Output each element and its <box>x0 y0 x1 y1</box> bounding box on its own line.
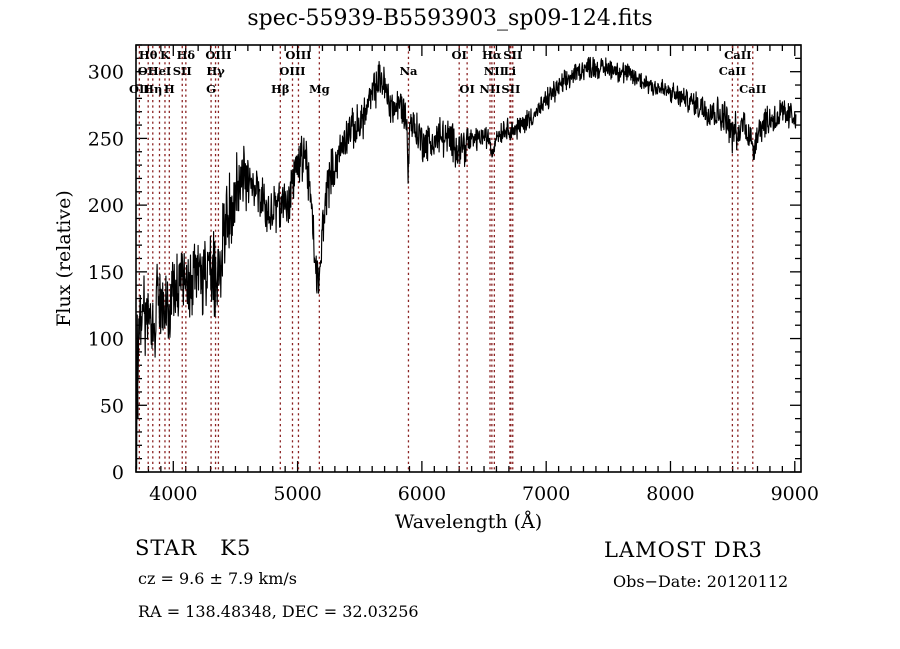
x-axis-label: Wavelength (Å) <box>395 511 542 533</box>
line-label: OIII <box>285 48 311 62</box>
line-label: Hθ <box>139 48 158 62</box>
line-label: CaII <box>719 64 746 78</box>
line-label: Hδ <box>177 48 196 62</box>
line-label: SII <box>173 64 192 78</box>
radial-velocity: cz = 9.6 ± 7.9 km/s <box>138 569 297 588</box>
line-label: NII <box>479 82 500 96</box>
line-label: Hβ <box>271 82 290 96</box>
plot-frame <box>135 44 802 473</box>
line-label: Hγ <box>206 64 225 78</box>
x-tick-label: 6000 <box>398 483 446 505</box>
x-tick-label: 4000 <box>149 483 197 505</box>
line-label: Hα <box>482 48 502 62</box>
y-tick-label: 50 <box>100 395 124 417</box>
y-axis-label: Flux (relative) <box>53 190 75 327</box>
line-label: G <box>206 82 216 96</box>
line-label: SII <box>503 48 522 62</box>
object-type: STAR <box>135 536 198 560</box>
line-label: Hη <box>143 82 162 96</box>
x-tick-label: 8000 <box>646 483 694 505</box>
survey-name: LAMOST DR3 <box>604 538 763 562</box>
spectrum-trace <box>136 56 797 400</box>
observation-date: Obs−Date: 20120112 <box>613 572 789 591</box>
page-title: spec-55939-B5593903_sp09-124.fits <box>247 6 653 31</box>
x-tick-label: 5000 <box>273 483 321 505</box>
line-label: OII <box>138 64 159 78</box>
line-label: Li <box>504 64 517 78</box>
line-label: CaII <box>739 82 766 96</box>
line-label: HeI <box>148 64 172 78</box>
x-tick-label: 9000 <box>771 483 819 505</box>
y-tick-label: 100 <box>88 329 124 351</box>
line-label: CaII <box>724 48 751 62</box>
line-label: K <box>160 48 171 62</box>
y-tick-label: 300 <box>88 62 124 84</box>
y-tick-label: 250 <box>88 128 124 150</box>
object-type-and-class: STAR K5 <box>135 536 251 560</box>
line-label: OIII <box>205 48 231 62</box>
line-label: OI <box>459 82 474 96</box>
spectral-class: K5 <box>220 536 252 560</box>
line-label: OII <box>129 82 150 96</box>
y-tick-label: 150 <box>88 262 124 284</box>
y-tick-label: 200 <box>88 195 124 217</box>
line-label: Mg <box>309 82 330 96</box>
x-tick-label: 7000 <box>522 483 570 505</box>
line-label: OIII <box>279 64 305 78</box>
line-label: OI <box>451 48 466 62</box>
line-label: SII <box>501 82 520 96</box>
spectrum-blue-edge <box>136 314 139 470</box>
line-label: NII <box>484 64 505 78</box>
coordinates: RA = 138.48348, DEC = 32.03256 <box>138 602 419 621</box>
y-tick-label: 0 <box>112 462 124 484</box>
line-label: H <box>164 82 175 96</box>
line-label: Na <box>399 64 418 78</box>
